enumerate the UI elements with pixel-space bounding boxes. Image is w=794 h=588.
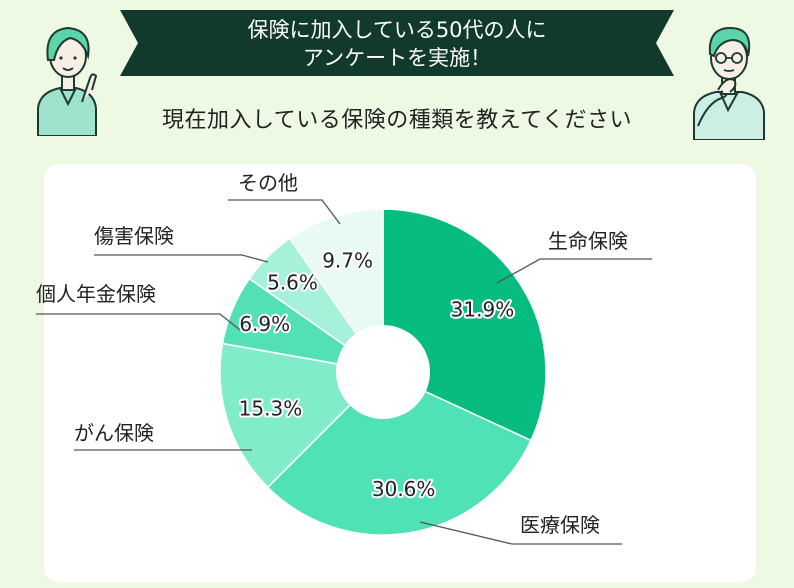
value-label-2: 30.6% bbox=[372, 477, 436, 501]
value-label-1: 31.9% bbox=[451, 297, 515, 321]
slice-2 bbox=[266, 371, 532, 536]
category-label-4: 個人年金保険 bbox=[36, 282, 156, 306]
category-label-1: 生命保険 bbox=[548, 229, 628, 253]
value-label-4: 6.9% bbox=[239, 312, 290, 336]
banner-text: 保険に加入している50代の人に アンケートを実施！ bbox=[120, 16, 674, 72]
man-illustration bbox=[693, 26, 765, 140]
banner-line-1: 保険に加入している50代の人に bbox=[247, 18, 547, 42]
leader-line-4 bbox=[36, 313, 241, 331]
question-text: 現在加入している保険の種類を教えてください bbox=[161, 108, 633, 133]
category-label-6: その他 bbox=[238, 171, 298, 195]
value-label-6: 9.7% bbox=[322, 248, 373, 272]
title-banner: 保険に加入している50代の人に アンケートを実施！ bbox=[120, 10, 674, 76]
category-label-3: がん保険 bbox=[74, 421, 154, 445]
value-label-5: 5.6% bbox=[267, 270, 318, 294]
leader-line-2 bbox=[419, 521, 622, 545]
leader-line-6 bbox=[228, 199, 341, 225]
value-label-3: 15.3% bbox=[239, 396, 303, 420]
leader-line-1 bbox=[496, 258, 652, 284]
woman-illustration bbox=[37, 26, 98, 136]
leader-line-5 bbox=[94, 254, 269, 263]
banner-line-2: アンケートを実施！ bbox=[302, 46, 492, 70]
category-label-5: 傷害保険 bbox=[94, 224, 174, 248]
donut-hole bbox=[336, 325, 430, 419]
banner-shape bbox=[120, 10, 674, 76]
category-label-2: 医療保険 bbox=[520, 513, 600, 537]
